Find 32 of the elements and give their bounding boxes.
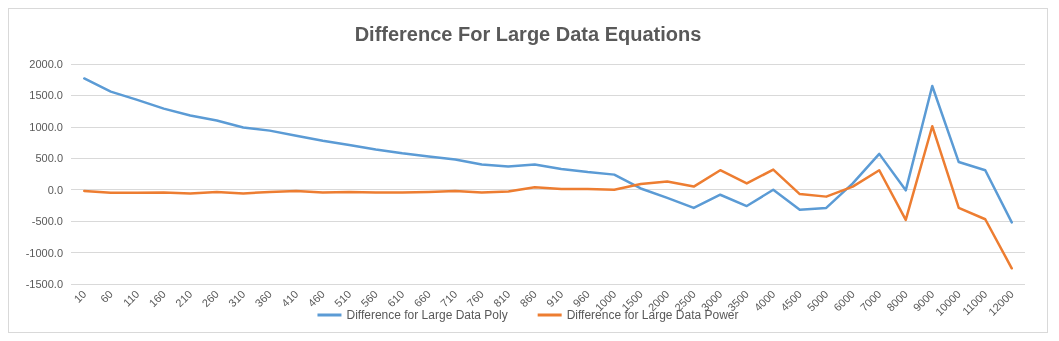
x-tick-label: 360	[252, 287, 274, 310]
y-tick-label: -1000.0	[25, 246, 63, 259]
x-tick-label: 110	[120, 287, 142, 309]
line-series	[83, 77, 1013, 224]
x-tick-label: 10	[71, 287, 89, 305]
x-tick-label: 60	[97, 287, 115, 305]
x-tick-label: 460	[305, 287, 327, 310]
x-tick-label: 960	[570, 287, 592, 310]
x-tick-label: 810	[491, 287, 513, 310]
x-tick-label: 860	[517, 287, 539, 310]
x-tick-label: 310	[226, 287, 248, 310]
y-tick-label: 2000.0	[29, 58, 63, 70]
x-tick-label: 760	[464, 287, 486, 310]
x-tick-label: 710	[438, 287, 460, 310]
chart-title: Difference For Large Data Equations	[354, 23, 702, 45]
y-tick-label: 500.0	[35, 152, 63, 165]
y-tick-label: 1500.0	[29, 89, 63, 102]
x-tick-label: 560	[358, 287, 380, 310]
x-tick-label: 410	[279, 287, 301, 310]
x-tick-label: 260	[199, 287, 221, 310]
line-series	[83, 124, 1013, 270]
x-tick-label: 510	[332, 287, 354, 310]
legend-label: Difference for Large Data Poly	[346, 308, 508, 322]
y-tick-label: 0.0	[47, 183, 63, 196]
x-tick-label: 210	[173, 287, 195, 310]
y-tick-label: -500.0	[31, 215, 63, 228]
x-tick-label: 660	[411, 287, 433, 310]
y-tick-label: 1000.0	[29, 120, 63, 133]
x-tick-label: 610	[385, 287, 407, 310]
x-tick-label: 910	[544, 287, 566, 310]
x-tick-label: 160	[146, 287, 168, 310]
y-tick-label: -1500.0	[25, 278, 63, 290]
